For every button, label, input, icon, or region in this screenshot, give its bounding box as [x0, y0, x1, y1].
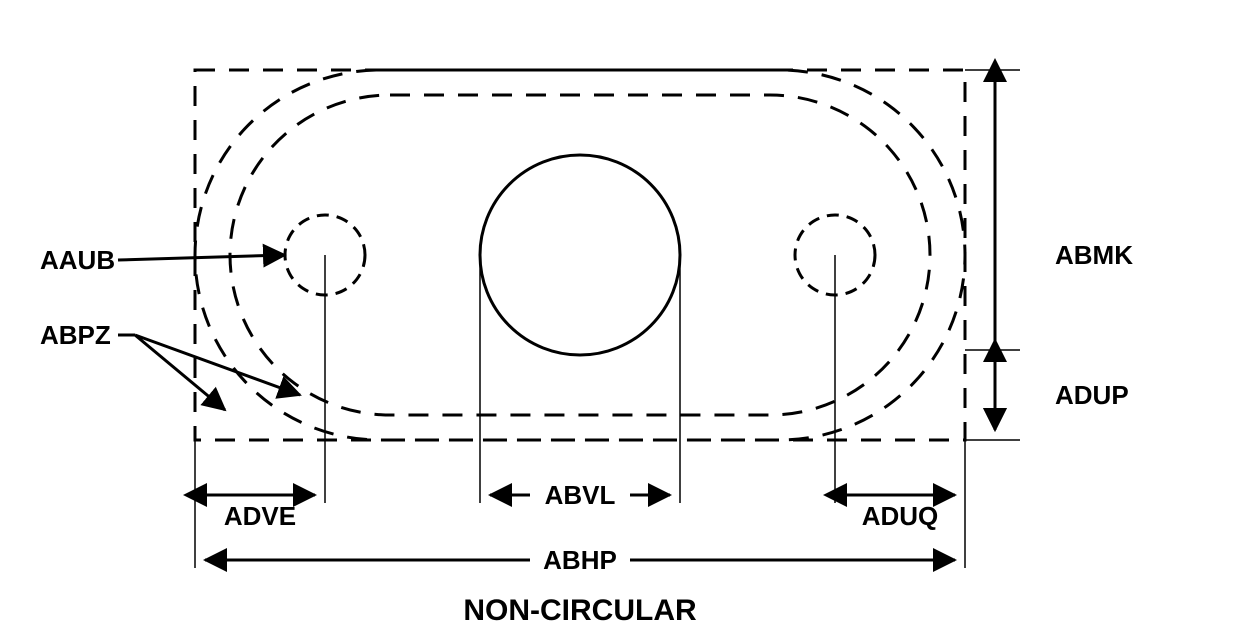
stadium-inner [230, 95, 930, 415]
dim-label: ABMK [1055, 240, 1133, 270]
callout-label: ABPZ [40, 320, 111, 350]
callout-label: AAUB [40, 245, 115, 275]
callout-leader [118, 255, 285, 260]
stadium-outer [195, 70, 965, 440]
dim-label: ABVL [545, 480, 616, 510]
dim-label: ADUP [1055, 380, 1129, 410]
diagram-title: NON-CIRCULAR [463, 594, 697, 627]
dim-label: ADVE [224, 501, 296, 531]
technical-diagram: ADVE ADUQ ABVL ABHP ABMK ADUP AAUB ABPZ NON-CIRC… [0, 0, 1260, 640]
callout-leader [135, 335, 225, 410]
outer-rect [195, 70, 965, 440]
dim-label: ABHP [543, 545, 617, 575]
center-circle [480, 155, 680, 355]
dim-label: ADUQ [862, 501, 939, 531]
